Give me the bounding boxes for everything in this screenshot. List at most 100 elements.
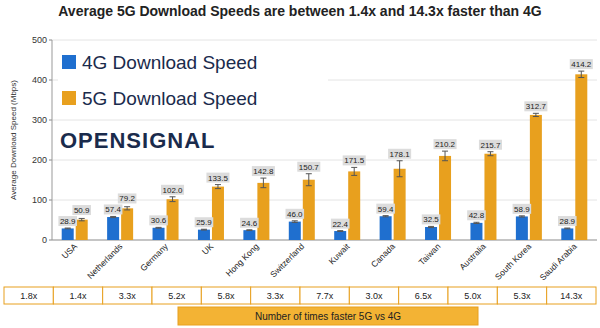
error-bar — [383, 216, 389, 217]
table-cell — [448, 287, 497, 304]
table-cell-text: 14.3x — [560, 291, 583, 301]
grid-line — [52, 120, 597, 121]
table-cell — [251, 287, 300, 304]
error-bar — [156, 227, 162, 229]
table-cell-text: 5.2x — [168, 291, 186, 301]
data-label-bg — [570, 59, 593, 69]
grid-line — [52, 160, 597, 161]
error-bar — [564, 228, 570, 230]
data-label: 142.8 — [252, 166, 275, 176]
table-cell-text: 3.3x — [267, 291, 285, 301]
data-label-bg — [240, 218, 259, 228]
error-cap — [246, 230, 252, 231]
table-cell-text: 5.3x — [513, 291, 531, 301]
error-cap — [124, 206, 130, 207]
data-label-text: 178.1 — [390, 150, 411, 159]
data-label: 59.4 — [376, 204, 395, 214]
data-label-bg — [376, 204, 395, 214]
error-line — [217, 185, 218, 189]
table-caption-bg — [178, 307, 478, 325]
error-line — [581, 71, 582, 77]
data-label-bg — [161, 185, 184, 195]
x-tick-label: USA — [60, 241, 80, 261]
error-line — [172, 197, 173, 202]
y-axis-line — [52, 40, 53, 240]
error-bar — [473, 222, 479, 223]
error-cap — [215, 188, 221, 189]
y-axis: 0100200300400500 — [32, 35, 597, 245]
data-label-text: 102.0 — [163, 186, 184, 195]
table-cell-text: 5.0x — [464, 291, 482, 301]
data-label: 215.7 — [479, 140, 502, 150]
data-label: 24.6 — [240, 218, 259, 228]
bar — [76, 220, 88, 240]
tick-label: 300 — [32, 115, 47, 125]
bar — [348, 171, 360, 240]
error-cap — [473, 223, 479, 224]
data-label-text: 171.5 — [344, 156, 365, 165]
data-label-bg — [286, 209, 305, 219]
data-label-text: 59.4 — [378, 205, 394, 214]
data-label-text: 58.9 — [514, 205, 530, 214]
x-tick-label: Kuwait — [327, 241, 353, 267]
data-label-text: 42.8 — [469, 211, 485, 220]
table-cell — [349, 287, 398, 304]
data-label: 58.9 — [513, 204, 532, 214]
error-cap — [79, 220, 85, 221]
bar — [380, 216, 392, 240]
data-label-bg — [479, 140, 502, 150]
error-cap — [292, 220, 298, 221]
bar — [425, 227, 437, 240]
error-bar — [306, 174, 312, 186]
data-label: 50.9 — [72, 205, 91, 215]
data-label-text: 150.7 — [299, 163, 320, 172]
logo: OPENSIGNAL — [60, 128, 215, 153]
data-label: 46.0 — [286, 209, 305, 219]
error-cap — [397, 176, 403, 177]
error-cap — [79, 218, 85, 219]
bar — [561, 228, 573, 240]
table-cell-text: 5.8x — [217, 291, 235, 301]
table-cell-text: 1.8x — [20, 291, 38, 301]
bar — [243, 230, 255, 240]
error-line — [445, 151, 446, 161]
error-cap — [397, 160, 403, 161]
error-bar — [292, 221, 298, 223]
data-label-bg — [149, 215, 168, 225]
data-label-text: 30.6 — [151, 216, 167, 225]
data-label: 28.9 — [58, 216, 77, 226]
data-label: 178.1 — [388, 149, 411, 159]
x-tick-label: Germany — [138, 241, 170, 273]
data-label-bg — [72, 205, 91, 215]
table-cell — [497, 287, 546, 304]
tick-label: 500 — [32, 35, 47, 45]
data-label: 28.9 — [558, 216, 577, 226]
grid-line — [52, 40, 597, 41]
table-cell-text: 3.0x — [365, 291, 383, 301]
legend-label: 5G Download Speed — [82, 88, 257, 109]
bar — [167, 199, 179, 240]
bar — [212, 187, 224, 240]
data-label-text: 22.4 — [332, 220, 348, 229]
error-cap — [533, 116, 539, 117]
table-cell — [53, 287, 102, 304]
data-label-text: 215.7 — [480, 141, 501, 150]
data-label-bg — [195, 217, 214, 227]
error-cap — [519, 215, 525, 216]
data-label: 79.2 — [118, 193, 137, 203]
data-label-bg — [58, 216, 77, 226]
error-bar — [428, 226, 434, 227]
error-bar — [79, 218, 85, 220]
error-bar — [124, 207, 130, 210]
data-label-text: 142.8 — [253, 167, 274, 176]
data-label-bg — [422, 214, 441, 224]
bar — [470, 223, 482, 240]
error-bar — [533, 113, 539, 116]
error-cap — [578, 77, 584, 78]
legend-bg — [58, 44, 328, 114]
x-tick-label: UK — [200, 241, 216, 257]
error-cap — [473, 222, 479, 223]
error-bar — [519, 216, 525, 217]
table-cell — [399, 287, 448, 304]
error-line — [490, 152, 491, 156]
